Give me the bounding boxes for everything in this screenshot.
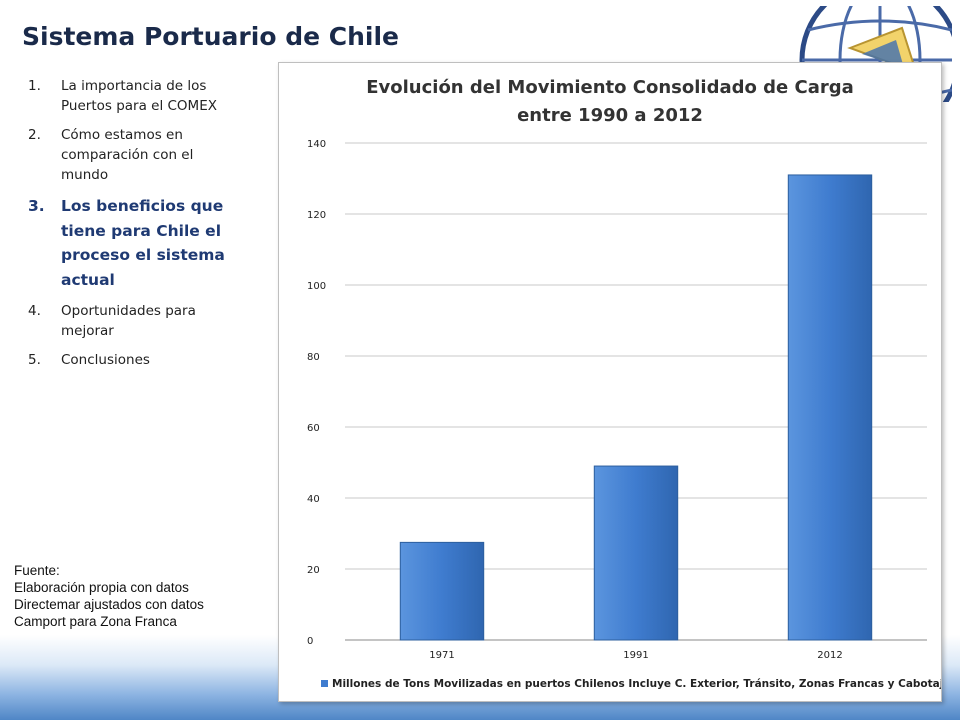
- source-note: Fuente: Elaboración propia con datos Dir…: [14, 562, 254, 630]
- source-line: Directemar ajustados con datos: [14, 597, 204, 612]
- agenda-item-number: 3.: [28, 197, 45, 215]
- agenda-item-text: Los beneficios que tiene para Chile el p…: [61, 197, 225, 289]
- agenda-item-text: Oportunidades para mejorar: [61, 303, 196, 339]
- y-tick-label: 140: [307, 139, 326, 150]
- bar-1971: [399, 541, 485, 641]
- x-tick-label: 2012: [817, 650, 842, 661]
- agenda-item-text: Conclusiones: [61, 352, 150, 368]
- bar-2012: [787, 174, 873, 641]
- x-tick-label: 1971: [429, 650, 454, 661]
- agenda-item-number: 5.: [28, 352, 41, 368]
- source-line: Camport para Zona Franca: [14, 614, 177, 629]
- agenda-item-number: 4.: [28, 303, 41, 319]
- chart-title-line-2: entre 1990 a 2012: [517, 105, 703, 126]
- x-tick-label: 1991: [623, 650, 648, 661]
- agenda-item-active: 3. Los beneficios que tiene para Chile el…: [28, 194, 238, 292]
- agenda-item-number: 2.: [28, 127, 41, 143]
- agenda-item-text: Cómo estamos en comparación con el mundo: [61, 127, 194, 183]
- y-tick-label: 0: [307, 636, 313, 647]
- y-tick-label: 40: [307, 494, 320, 505]
- slide-title: Sistema Portuario de Chile: [22, 22, 400, 51]
- agenda-item: 4. Oportunidades para mejorar: [28, 301, 238, 341]
- agenda-item: 1. La importancia de los Puertos para el …: [28, 76, 238, 116]
- source-label: Fuente:: [14, 563, 60, 578]
- chart-title-line-1: Evolución del Movimiento Consolidado de …: [366, 77, 854, 98]
- chart-panel: Evolución del Movimiento Consolidado de …: [278, 62, 942, 702]
- bar-chart: Evolución del Movimiento Consolidado de …: [307, 77, 941, 690]
- y-tick-label: 20: [307, 565, 320, 576]
- agenda-item: 2. Cómo estamos en comparación con el mun…: [28, 125, 238, 185]
- agenda-item: 5. Conclusiones: [28, 350, 238, 370]
- y-tick-label: 100: [307, 281, 326, 292]
- agenda-item-text: La importancia de los Puertos para el CO…: [61, 78, 217, 114]
- source-line: Elaboración propia con datos: [14, 580, 189, 595]
- agenda-item-number: 1.: [28, 78, 41, 94]
- bar-1991: [593, 465, 679, 641]
- y-tick-label: 60: [307, 423, 320, 434]
- legend-label: Millones de Tons Movilizadas en puertos …: [332, 678, 941, 690]
- legend-swatch: [321, 680, 328, 687]
- agenda-list: 1. La importancia de los Puertos para el …: [28, 76, 238, 379]
- y-tick-label: 80: [307, 352, 320, 363]
- y-tick-label: 120: [307, 210, 326, 221]
